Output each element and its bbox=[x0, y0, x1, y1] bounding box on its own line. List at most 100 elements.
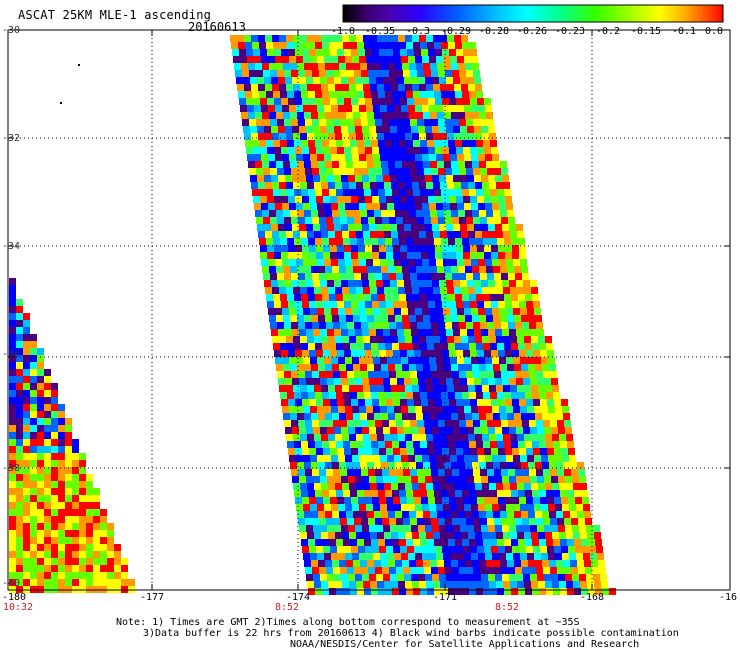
data-cell bbox=[525, 343, 532, 350]
data-cell bbox=[550, 371, 557, 378]
data-cell bbox=[550, 567, 557, 574]
data-cell bbox=[478, 308, 485, 315]
data-cell bbox=[349, 133, 356, 140]
data-cell bbox=[349, 336, 356, 343]
data-cell bbox=[427, 588, 434, 595]
data-cell bbox=[561, 448, 568, 455]
data-cell bbox=[385, 294, 392, 301]
data-cell bbox=[543, 469, 550, 476]
data-cell bbox=[537, 525, 544, 532]
data-cell bbox=[309, 252, 316, 259]
data-cell bbox=[401, 308, 408, 315]
data-cell bbox=[500, 413, 507, 420]
data-cell bbox=[507, 210, 514, 217]
data-cell bbox=[417, 567, 424, 574]
lat-label: -36 bbox=[2, 349, 21, 360]
data-cell bbox=[448, 392, 455, 399]
data-cell bbox=[412, 231, 419, 238]
data-cell bbox=[308, 294, 315, 301]
data-cell bbox=[276, 63, 283, 70]
data-cell bbox=[343, 140, 350, 147]
colorbar-cell bbox=[565, 5, 567, 22]
colorbar-tick-label: -0.28 bbox=[478, 26, 510, 37]
data-cell bbox=[272, 35, 279, 42]
data-cell bbox=[495, 224, 502, 231]
colorbar-cell bbox=[651, 5, 653, 22]
data-cell bbox=[383, 427, 390, 434]
data-cell bbox=[476, 294, 483, 301]
data-cell bbox=[454, 35, 461, 42]
data-cell bbox=[597, 553, 604, 560]
data-cell bbox=[424, 273, 431, 280]
data-cell bbox=[318, 161, 325, 168]
data-cell bbox=[598, 560, 605, 567]
data-cell bbox=[385, 539, 392, 546]
data-cell bbox=[281, 252, 288, 259]
data-cell bbox=[380, 259, 387, 266]
data-cell bbox=[434, 392, 441, 399]
data-cell bbox=[366, 553, 373, 560]
data-cell bbox=[310, 105, 317, 112]
colorbar-cell bbox=[517, 5, 519, 22]
data-cell bbox=[299, 280, 306, 287]
data-cell bbox=[529, 469, 536, 476]
data-cell bbox=[514, 462, 521, 469]
data-cell bbox=[396, 469, 403, 476]
colorbar-cell bbox=[719, 5, 721, 22]
data-cell bbox=[325, 511, 332, 518]
data-cell bbox=[548, 455, 555, 462]
data-cell bbox=[290, 161, 297, 168]
data-cell bbox=[252, 140, 259, 147]
data-cell bbox=[281, 147, 288, 154]
data-cell bbox=[306, 525, 313, 532]
data-cell bbox=[479, 315, 486, 322]
data-cell bbox=[369, 476, 376, 483]
data-cell bbox=[265, 84, 272, 91]
data-cell bbox=[433, 182, 440, 189]
data-cell bbox=[428, 98, 435, 105]
colorbar-cell bbox=[641, 5, 643, 22]
data-cell bbox=[409, 560, 416, 567]
data-cell bbox=[588, 588, 595, 595]
data-cell bbox=[9, 292, 16, 299]
data-cell bbox=[307, 434, 314, 441]
data-cell bbox=[248, 63, 255, 70]
data-cell bbox=[475, 532, 482, 539]
data-cell bbox=[339, 462, 346, 469]
data-cell bbox=[337, 252, 344, 259]
data-cell bbox=[505, 399, 512, 406]
data-cell bbox=[552, 483, 559, 490]
data-cell bbox=[237, 35, 244, 42]
data-cell bbox=[562, 504, 569, 511]
data-cell bbox=[529, 371, 536, 378]
data-cell bbox=[485, 259, 492, 266]
data-cell bbox=[349, 385, 356, 392]
data-cell bbox=[425, 427, 432, 434]
data-cell bbox=[418, 77, 425, 84]
data-cell bbox=[315, 539, 322, 546]
note-line-2: 3)Data buffer is 22 hrs from 20160613 4)… bbox=[143, 628, 679, 639]
data-cell bbox=[296, 203, 303, 210]
data-cell bbox=[371, 490, 378, 497]
data-cell bbox=[427, 140, 434, 147]
data-cell bbox=[304, 413, 311, 420]
data-cell bbox=[348, 329, 355, 336]
data-cell bbox=[337, 350, 344, 357]
data-cell bbox=[412, 133, 419, 140]
colorbar-cell bbox=[441, 5, 443, 22]
data-cell bbox=[504, 441, 511, 448]
data-cell bbox=[526, 399, 533, 406]
data-cell bbox=[499, 504, 506, 511]
data-cell bbox=[338, 406, 345, 413]
data-cell bbox=[409, 364, 416, 371]
data-cell bbox=[16, 390, 23, 397]
data-cell bbox=[93, 572, 100, 579]
data-cell bbox=[279, 35, 286, 42]
data-cell bbox=[439, 427, 446, 434]
data-cell bbox=[330, 497, 337, 504]
data-cell bbox=[260, 49, 267, 56]
data-cell bbox=[453, 427, 460, 434]
data-cell bbox=[310, 203, 317, 210]
data-cell bbox=[453, 126, 460, 133]
data-cell bbox=[535, 364, 542, 371]
